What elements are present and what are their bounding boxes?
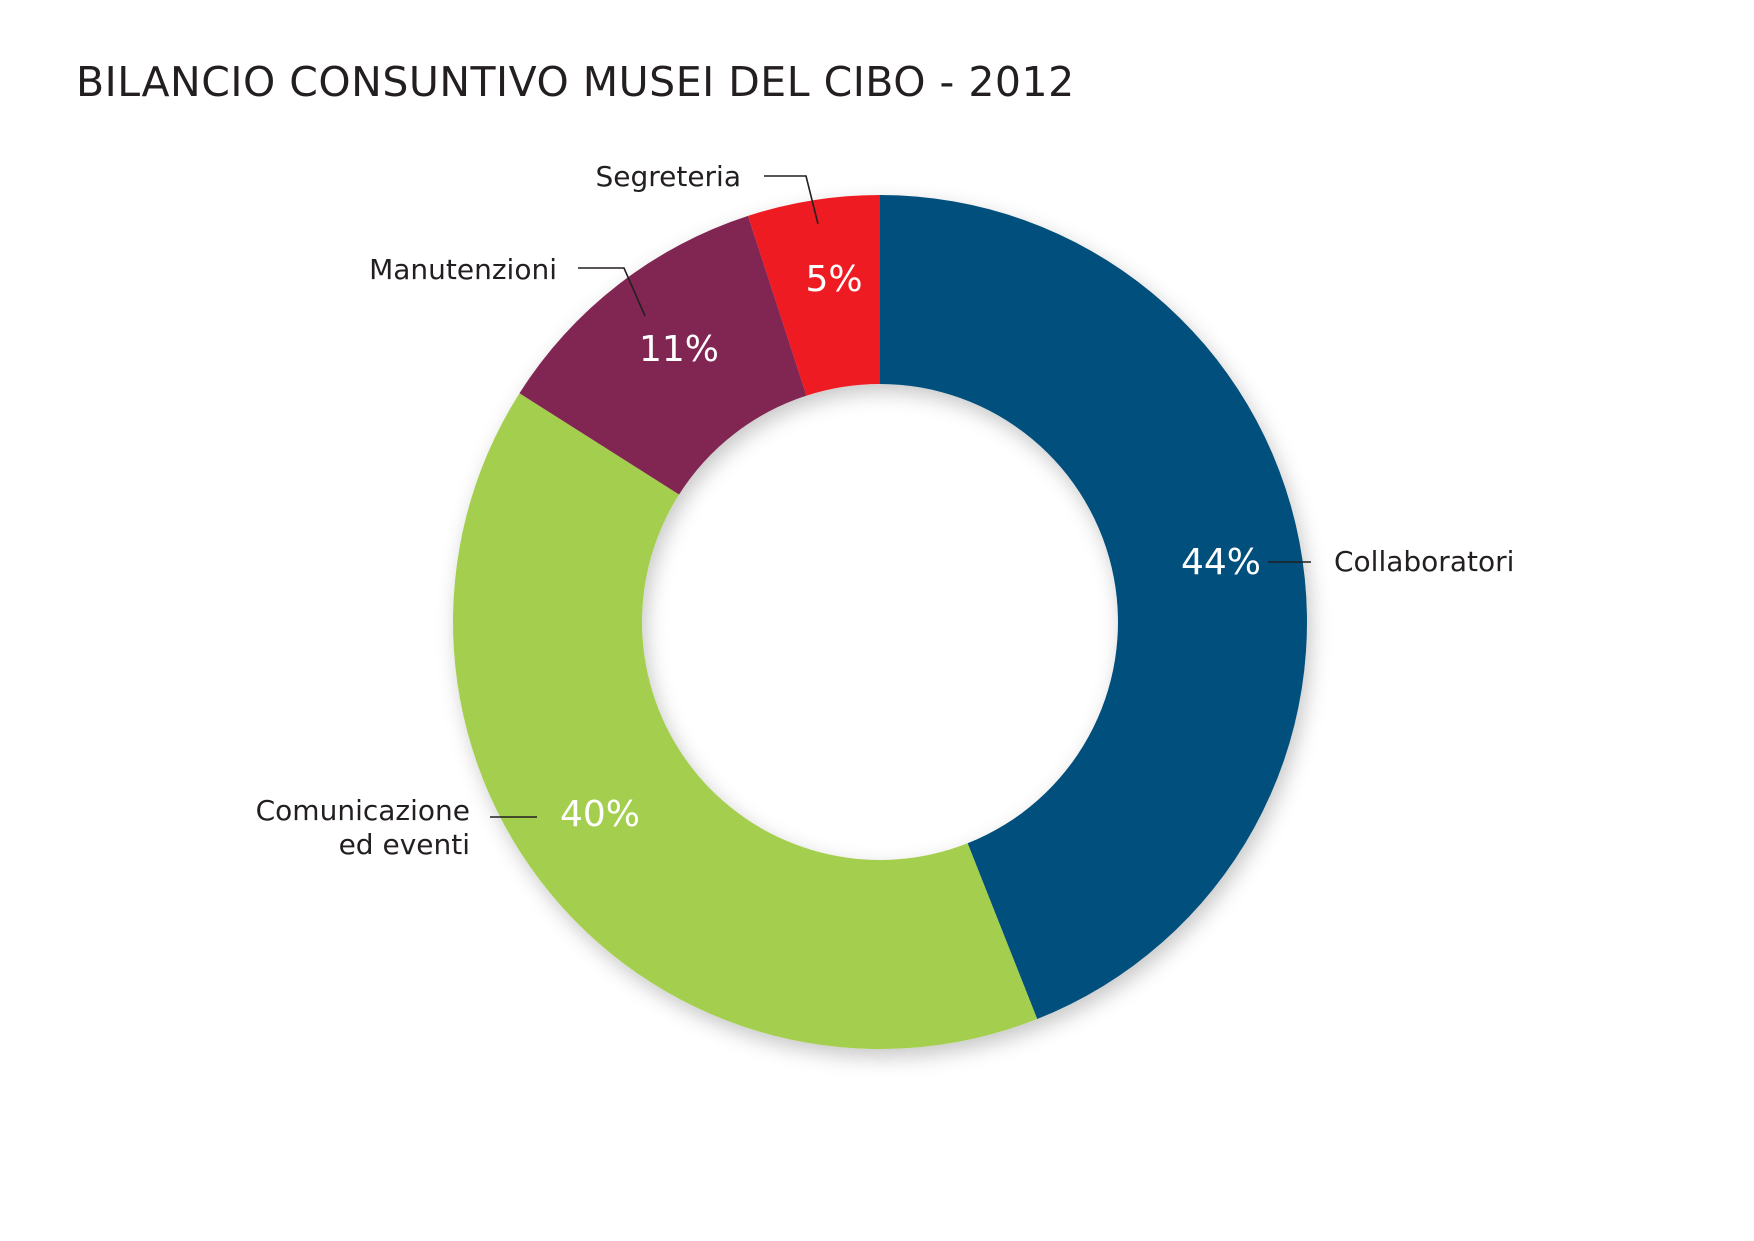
slice-segreteria — [748, 195, 880, 396]
value-label: 11% — [639, 329, 719, 370]
category-label: Segreteria — [595, 160, 741, 193]
category-label: ed eventi — [339, 828, 470, 861]
leader-lines — [490, 175, 1311, 818]
value-label: 40% — [560, 794, 640, 835]
leader-line — [578, 267, 646, 317]
donut-slices — [452, 195, 1308, 1049]
value-label: 5% — [805, 259, 862, 300]
value-label: 44% — [1181, 542, 1261, 583]
slice-collaboratori — [880, 195, 1308, 1020]
leader-line — [764, 175, 819, 225]
slice-manutenzioni — [519, 215, 807, 495]
category-label: Collaboratori — [1334, 545, 1514, 578]
slice-comunicazione-ed-eventi — [452, 393, 1038, 1049]
category-label: Manutenzioni — [369, 253, 557, 286]
chart-title: BILANCIO CONSUNTIVO MUSEI DEL CIBO - 201… — [76, 58, 1075, 106]
category-label: Comunicazione — [256, 794, 470, 827]
